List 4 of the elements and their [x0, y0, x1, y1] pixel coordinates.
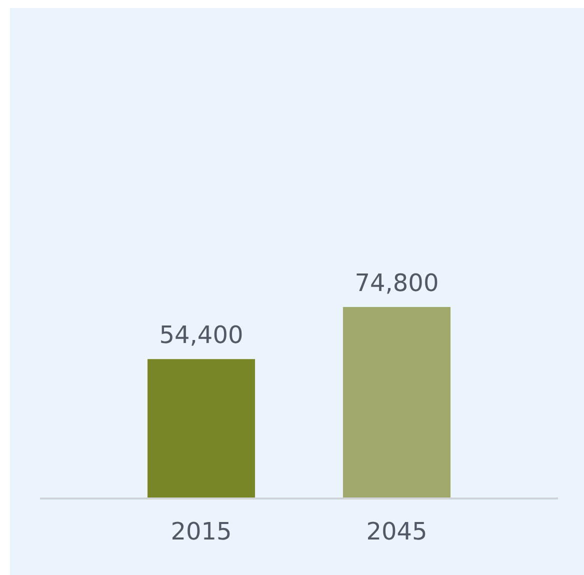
x-tick-label: 2045: [366, 517, 428, 546]
data-label: 54,400: [159, 321, 244, 350]
x-tick-label: 2015: [170, 517, 232, 546]
data-label: 74,800: [354, 269, 439, 297]
